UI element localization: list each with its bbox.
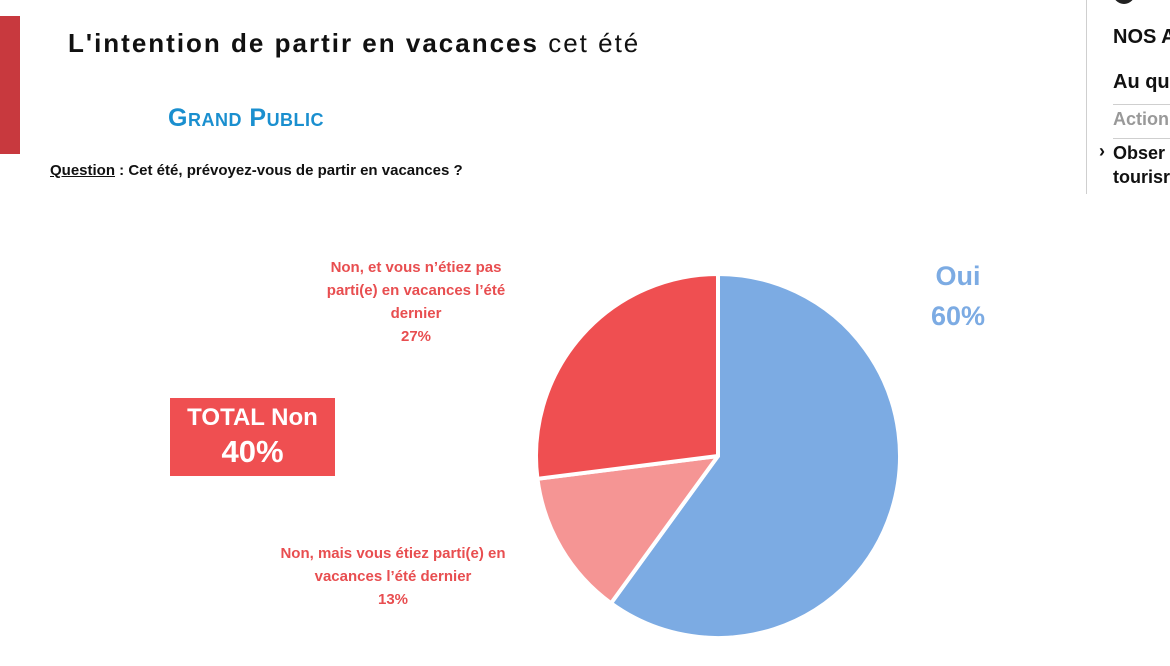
slice-label-text: Non, et vous n’étiez pas	[330, 259, 502, 276]
page-title: L'intention de partir en vacances cet ét…	[68, 28, 640, 59]
slice-label-non-27: Non, et vous n’étiez pas parti(e) en vac…	[300, 256, 532, 348]
slice-label-oui: Oui 60%	[920, 256, 996, 336]
side-divider	[1113, 138, 1170, 139]
slice-label-text: vacances l’été dernier	[314, 568, 472, 585]
pie-slice-non-13	[535, 454, 720, 606]
slice-label-text: Oui	[935, 261, 981, 291]
side-link-observatoire[interactable]: Obser tourisr	[1113, 141, 1170, 189]
slice-label-text: Non, mais vous étiez parti(e) en	[280, 545, 506, 562]
chevron-right-icon: ›	[1099, 141, 1105, 161]
side-link-au-quotidien[interactable]: Au qu	[1113, 71, 1170, 93]
slice-label-non-13: Non, mais vous étiez parti(e) en vacance…	[262, 542, 524, 611]
total-non-value: 40%	[221, 434, 284, 469]
question-line: Question : Cet été, prévoyez-vous de par…	[50, 162, 463, 179]
pie-slice-oui	[609, 272, 902, 640]
question-label: Question	[50, 162, 116, 179]
side-link-observatoire-line2: tourisr	[1113, 167, 1170, 187]
accent-bar	[0, 16, 20, 154]
question-text: : Cet été, prévoyez-vous de partir en va…	[115, 162, 463, 179]
side-link-observatoire-line1: Obser	[1113, 143, 1166, 163]
slice-value-label: 13%	[377, 591, 409, 608]
slice-label-text: dernier	[390, 305, 442, 322]
total-non-box: TOTAL Non 40%	[170, 398, 335, 476]
slice-value-label: 60%	[930, 301, 986, 331]
pie-slice-non-27	[534, 272, 720, 481]
side-divider	[1113, 104, 1170, 105]
slice-label-text: parti(e) en vacances l’été	[326, 282, 506, 299]
side-link-nos[interactable]: NOS A	[1113, 26, 1170, 48]
title-light: cet été	[548, 28, 641, 58]
title-bold: L'intention de partir en vacances	[68, 28, 539, 58]
panel-icon	[1113, 0, 1135, 4]
slice-value-label: 27%	[400, 328, 432, 345]
total-non-label: TOTAL Non	[187, 404, 318, 431]
side-panel: NOS A Au qu Action › Obser tourisr	[1086, 0, 1170, 194]
audience-subtitle: Grand Public	[168, 104, 325, 132]
side-link-action[interactable]: Action	[1113, 109, 1169, 129]
